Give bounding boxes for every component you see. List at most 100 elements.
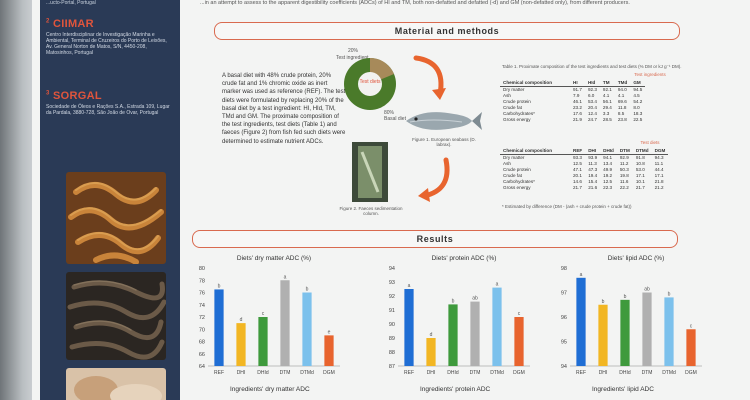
y-tick-label: 89 bbox=[389, 336, 395, 342]
bar bbox=[258, 317, 268, 366]
y-tick-label: 78 bbox=[199, 278, 205, 284]
table-cell: 12.5 bbox=[603, 179, 613, 184]
bar bbox=[404, 289, 414, 366]
table-cell: DTMd bbox=[632, 148, 652, 155]
table-cell: 4.1 bbox=[602, 93, 610, 98]
table-cell: HI bbox=[570, 80, 585, 87]
significance-letter: d bbox=[430, 332, 433, 338]
table-cell: 91.7 bbox=[573, 87, 582, 92]
table-row-label: Dry matter bbox=[503, 155, 525, 160]
diet-composition-diagram: 20% Test ingredient Test diets 80% Basal… bbox=[330, 44, 420, 124]
y-tick-label: 91 bbox=[389, 308, 395, 314]
bar bbox=[302, 292, 312, 366]
x-tick-label: DTMd bbox=[662, 370, 676, 376]
significance-letter: c bbox=[262, 311, 265, 317]
wall-background bbox=[0, 0, 32, 400]
x-tick-label: REF bbox=[214, 370, 224, 376]
y-tick-label: 87 bbox=[389, 364, 395, 370]
x-tick-label: DGM bbox=[513, 370, 525, 376]
table-cell: 44.4 bbox=[654, 167, 664, 172]
significance-letter: b bbox=[306, 287, 309, 293]
test-ingredient-percent: 20% bbox=[348, 48, 359, 54]
y-tick-label: 98 bbox=[561, 266, 567, 272]
bar bbox=[214, 289, 224, 366]
table-cell: 21.7 bbox=[573, 185, 582, 190]
figure2-caption: Figure 2. Faeces sedimentation column. bbox=[339, 206, 403, 216]
table-cell: 13.4 bbox=[603, 161, 613, 166]
chart-title: Diets' lipid ADC (%) bbox=[608, 255, 665, 262]
bar bbox=[492, 287, 502, 366]
x-tick-label: DHI bbox=[599, 370, 608, 376]
institution-address: Centro Interdisciplinar de Investigação … bbox=[46, 32, 167, 56]
methods-text: A basal diet with 48% crude protein, 20%… bbox=[222, 73, 346, 145]
institution-mark: 2 bbox=[46, 18, 50, 25]
table-row: Crude fat 20.1 19.4 19.2 19.8 17.1 17.1 bbox=[500, 173, 668, 179]
table-cell: DGM bbox=[651, 148, 669, 155]
significance-letter: e bbox=[328, 329, 331, 335]
test-ingredient-label: Test ingredient bbox=[336, 55, 369, 61]
table-cell: 4.1 bbox=[617, 93, 625, 98]
significance-letter: b bbox=[452, 298, 455, 304]
table-header-row: Chemical composition REF DHI DHId DTM DTMd DGM bbox=[500, 148, 669, 155]
y-tick-label: 80 bbox=[199, 266, 205, 272]
results-heading: Results bbox=[192, 230, 678, 248]
table-row-label: Crude protein bbox=[503, 167, 531, 172]
significance-letter: a bbox=[580, 272, 583, 278]
significance-letter: a bbox=[408, 283, 411, 289]
table-cell: DHId bbox=[600, 148, 617, 155]
table-cell: 56.1 bbox=[602, 99, 612, 104]
y-tick-label: 96 bbox=[561, 315, 567, 321]
y-tick-label: 97 bbox=[561, 291, 567, 297]
table-cell: 19.4 bbox=[588, 173, 598, 178]
table-cell: 91.8 bbox=[635, 155, 645, 160]
x-tick-label: DTM bbox=[280, 370, 291, 376]
table-cell: 21.9 bbox=[573, 117, 582, 122]
table-row-label: Ash bbox=[503, 161, 511, 166]
y-tick-label: 74 bbox=[199, 303, 205, 309]
bar bbox=[642, 292, 652, 366]
methods-heading: Material and methods bbox=[214, 22, 680, 40]
bar bbox=[324, 335, 334, 366]
x-tick-label: DHI bbox=[427, 370, 436, 376]
seabass-icon bbox=[406, 112, 482, 130]
table-row-label: Dry matter bbox=[503, 87, 525, 92]
significance-letter: ab bbox=[644, 287, 650, 293]
table-cell: 22.5 bbox=[633, 117, 643, 122]
table-cell: 94.1 bbox=[603, 155, 613, 160]
chart-svg: Diets' lipid ADC (%) 94 95 96 97 98 a REF b DHI b D… bbox=[561, 255, 702, 376]
x-tick-label: DGM bbox=[685, 370, 697, 376]
table-cell: 10.1 bbox=[635, 179, 645, 184]
bar bbox=[426, 338, 436, 366]
table-cell: 10.8 bbox=[635, 161, 645, 166]
institution-address: Sociedade de Óleos e Rações S.A., Estrad… bbox=[46, 104, 170, 116]
test-ingredients-table: Chemical composition HI HId TM TMd GM Dry matt… bbox=[500, 80, 646, 123]
table-cell: 11.2 bbox=[619, 161, 629, 166]
table-row: Crude protein 46.1 53.4 56.1 69.6 54.2 bbox=[500, 99, 645, 105]
basal-diet-label: Basal diet bbox=[384, 116, 407, 122]
x-tick-label: DHId bbox=[447, 370, 459, 376]
test-ingredients-title: Test ingredients bbox=[634, 72, 666, 77]
bar bbox=[280, 280, 290, 366]
arrow-icon bbox=[418, 157, 450, 202]
table-cell: 24.7 bbox=[587, 117, 597, 122]
table-cell: 6.0 bbox=[587, 93, 595, 98]
x-tick-label: DTM bbox=[642, 370, 653, 376]
bar bbox=[576, 277, 586, 366]
significance-letter: c bbox=[690, 323, 693, 329]
ingredient-photo bbox=[66, 368, 166, 400]
test-diets-table: Chemical composition REF DHI DHId DTM DTMd DGM… bbox=[500, 148, 669, 191]
table-cell: 20.4 bbox=[587, 105, 597, 110]
bar bbox=[686, 329, 696, 366]
x-tick-label: DTM bbox=[470, 370, 481, 376]
bar bbox=[448, 304, 458, 366]
poster-main-content: ...in an attempt to assess to the appare… bbox=[180, 0, 750, 400]
y-tick-label: 70 bbox=[199, 327, 205, 333]
table-cell: 17.6 bbox=[573, 111, 582, 116]
larvae-photo bbox=[66, 172, 166, 264]
significance-letter: b bbox=[624, 294, 627, 300]
table-cell: 53.0 bbox=[635, 167, 645, 172]
table-row: Ash 7.9 6.0 4.1 4.1 4.5 bbox=[500, 93, 645, 99]
table-row-label: Gross energy bbox=[503, 117, 531, 122]
table-cell: 53.4 bbox=[587, 99, 597, 104]
institution-name: CIIMAR bbox=[53, 18, 94, 30]
